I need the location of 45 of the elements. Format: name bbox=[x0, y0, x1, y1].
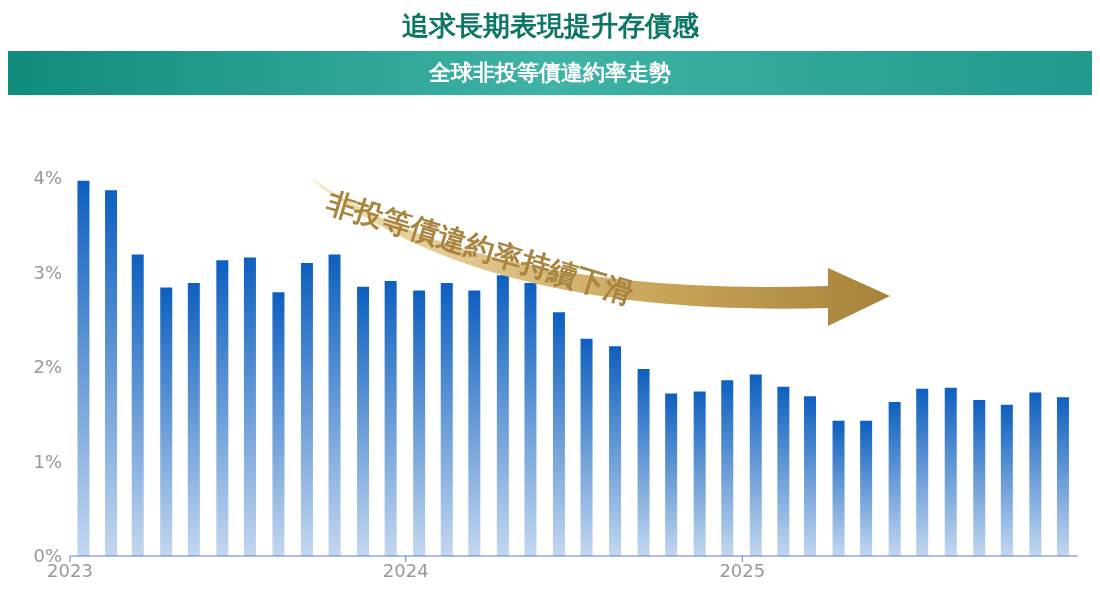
bar bbox=[609, 346, 622, 556]
chart-subtitle: 全球非投等債違約率走勢 bbox=[8, 51, 1092, 95]
bar bbox=[1056, 397, 1069, 556]
bar bbox=[272, 292, 285, 556]
y-tick-label: 3% bbox=[33, 261, 62, 283]
bar bbox=[496, 275, 509, 556]
bar bbox=[637, 368, 650, 556]
bar bbox=[440, 282, 453, 556]
bar bbox=[187, 282, 200, 556]
bar bbox=[665, 393, 678, 556]
bar bbox=[243, 257, 256, 556]
bar bbox=[160, 287, 173, 556]
bar bbox=[413, 290, 426, 556]
bar bbox=[328, 254, 341, 556]
bar bbox=[77, 180, 90, 556]
x-tick-label: 2024 bbox=[382, 559, 429, 581]
bar bbox=[552, 312, 565, 556]
bar bbox=[357, 286, 370, 556]
bar bbox=[721, 380, 734, 556]
bar bbox=[1000, 404, 1013, 556]
bar bbox=[693, 391, 706, 556]
bar bbox=[580, 338, 593, 556]
annotation: 非投等債違約率持續下滑 bbox=[321, 183, 639, 313]
bar bbox=[973, 400, 986, 556]
x-tick-label: 2025 bbox=[719, 559, 766, 581]
y-tick-label: 1% bbox=[33, 450, 62, 472]
chart-title: 追求長期表現提升存債感 bbox=[400, 9, 700, 43]
bar bbox=[524, 282, 537, 556]
bar bbox=[804, 396, 817, 556]
bar bbox=[105, 190, 118, 556]
bar bbox=[916, 388, 929, 556]
bar bbox=[1029, 392, 1042, 556]
bar bbox=[131, 254, 144, 556]
y-tick-label: 4% bbox=[33, 167, 62, 189]
bar bbox=[944, 387, 957, 556]
bar bbox=[860, 420, 873, 556]
bar bbox=[832, 420, 845, 556]
bar bbox=[888, 401, 901, 556]
bar bbox=[300, 263, 313, 556]
bar bbox=[216, 260, 229, 556]
bar bbox=[384, 281, 397, 556]
bar bbox=[749, 374, 762, 556]
bar bbox=[468, 290, 481, 556]
y-tick-label: 2% bbox=[33, 356, 62, 378]
bar bbox=[777, 386, 790, 556]
